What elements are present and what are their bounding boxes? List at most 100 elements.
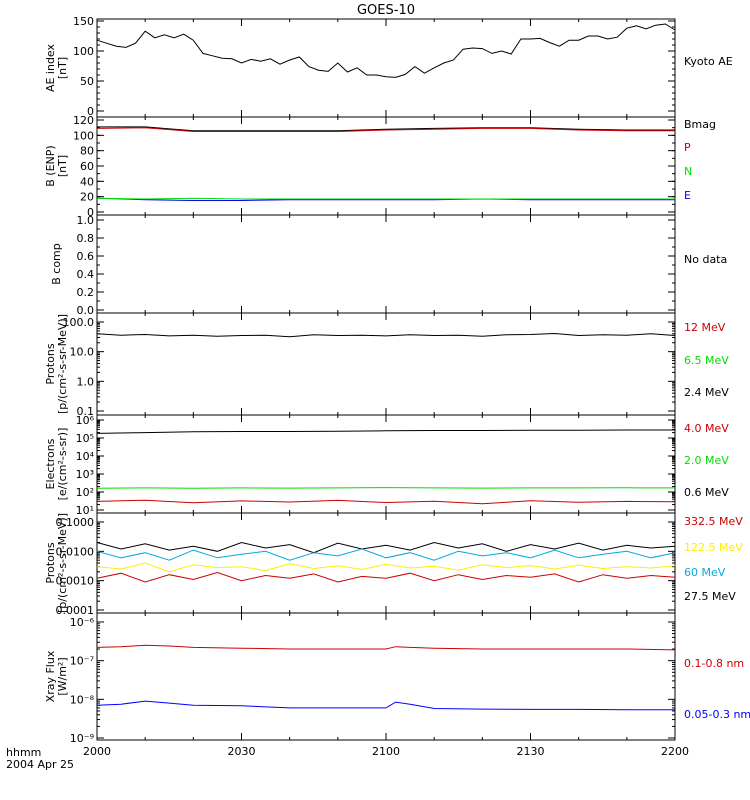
series-0-6-mev xyxy=(96,429,675,434)
y-tick-label: 0 xyxy=(87,105,94,118)
series-0-1-0-8-nm xyxy=(96,644,676,651)
y-tick-label: 20 xyxy=(80,191,94,204)
series-bmag xyxy=(97,126,675,132)
y-tick-label: 60 xyxy=(80,160,94,173)
panel-ae: 0 50 100 150 AE index [nT] Kyoto AE xyxy=(44,15,733,118)
y-axis-label: AE index xyxy=(44,43,57,92)
legend-label: 0.05-0.3 nm xyxy=(684,708,750,721)
panel-electrons: 10¹ 10² 10³ 10⁴ 10⁵ 10⁶ Electrons [e/(cm²-s-sr)… xyxy=(44,414,729,517)
legend-label: Kyoto AE xyxy=(684,55,733,68)
x-tick-label: 2000 xyxy=(83,745,111,758)
series-2-4-mev xyxy=(96,332,676,338)
legend-label: 122.5 MeV xyxy=(684,541,743,554)
legend-label: E xyxy=(684,189,691,202)
legend-label: Bmag xyxy=(684,118,716,131)
y-tick-label: 150 xyxy=(73,15,94,28)
plot-title: GOES-10 xyxy=(357,3,415,18)
legend-label: 27.5 MeV xyxy=(684,590,736,603)
y-tick-label: 10¹ xyxy=(76,504,94,517)
y-axis-label: [nT] xyxy=(56,57,69,79)
y-tick-label: 50 xyxy=(80,75,94,88)
y-tick-label: 40 xyxy=(80,175,94,188)
series-332-5-mev xyxy=(96,571,676,583)
legend-label: 12 MeV xyxy=(684,321,726,334)
panel-bcomp: 0.0 0.2 0.4 0.6 0.8 1.0 B comp No data xyxy=(50,214,727,317)
x-tick-label: 2030 xyxy=(228,745,256,758)
y-tick-label: 0.4 xyxy=(77,268,95,281)
panel-xray: 10⁻⁹ 10⁻⁸ 10⁻⁷ 10⁻⁶ Xray Flux [W/m²] 0.1-0.8 n… xyxy=(44,612,750,745)
y-tick-label: 10⁻⁹ xyxy=(70,732,94,745)
legend-label: 0.6 MeV xyxy=(684,486,729,499)
legend-label: 60 MeV xyxy=(684,566,726,579)
legend-label: 2.4 MeV xyxy=(684,386,729,399)
y-axis-label: Protons xyxy=(44,343,57,384)
x-axis-unit-label: hhmm xyxy=(6,746,41,759)
y-tick-label: 100 xyxy=(73,45,94,58)
y-tick-label: 10⁻⁷ xyxy=(70,655,94,668)
panel-protons_low: 0.1 1.0 10.0 100.0 Protons [p/(cm²-s-sr-MeV)]… xyxy=(44,312,729,418)
panel-frame xyxy=(96,612,676,741)
y-tick-label: 0.0001 xyxy=(56,604,95,617)
series-p xyxy=(96,127,675,132)
y-axis-label: Protons xyxy=(44,542,57,583)
legend-label: 4.0 MeV xyxy=(684,422,729,435)
panel-frame xyxy=(96,214,676,314)
y-axis-label: [p/(cm²-s-sr-MeV)] xyxy=(56,314,69,414)
y-tick-label: 120 xyxy=(73,114,94,127)
x-tick-label: 2200 xyxy=(661,745,689,758)
series-2-0-mev xyxy=(96,487,676,489)
y-tick-label: 10⁶ xyxy=(76,414,95,427)
y-axis-label: [W/m²] xyxy=(56,657,69,695)
y-tick-label: 10.0 xyxy=(70,346,95,359)
y-tick-label: 10⁵ xyxy=(76,432,94,445)
legend-label: N xyxy=(684,165,692,178)
y-tick-label: 0.8 xyxy=(77,232,95,245)
y-tick-label: 10² xyxy=(76,486,94,499)
y-tick-label: 1.0 xyxy=(77,375,95,388)
panel-protons_high: 0.0001 0.0010 0.0100 0.1000 Protons [p/(cm²-s… xyxy=(44,512,743,617)
x-axis-date-label: 2004 Apr 25 xyxy=(6,758,74,771)
y-axis-label: Electrons xyxy=(44,438,57,489)
legend-label: 332.5 MeV xyxy=(684,515,743,528)
y-tick-label: 0.6 xyxy=(77,250,95,263)
y-tick-label: 0.0 xyxy=(77,304,95,317)
y-tick-label: 0.1000 xyxy=(56,516,95,529)
y-tick-label: 0 xyxy=(87,206,94,219)
y-axis-label: Xray Flux xyxy=(44,650,57,702)
y-axis-label: [e/(cm²-s-sr)] xyxy=(56,428,69,501)
y-axis-label: [nT] xyxy=(56,155,69,177)
series-n xyxy=(96,197,675,200)
y-tick-label: 10³ xyxy=(76,468,94,481)
series-122-5-mev xyxy=(96,562,676,573)
legend-label: P xyxy=(684,141,691,154)
y-axis-label: B (ENP) xyxy=(44,145,57,186)
panel-b: 0 20 40 60 80 100 120 B (ENP) [nT] Bmag PNE xyxy=(44,114,716,219)
series-60-mev xyxy=(96,548,676,561)
panel-frame xyxy=(96,512,676,614)
y-tick-label: 80 xyxy=(80,145,94,158)
y-tick-label: 100 xyxy=(73,129,94,142)
legend-label: 2.0 MeV xyxy=(684,454,729,467)
series-kyoto-ae xyxy=(96,23,676,78)
y-tick-label: 10⁴ xyxy=(76,450,95,463)
y-tick-label: 0.0100 xyxy=(56,545,95,558)
y-axis-label: B comp xyxy=(50,243,63,285)
y-tick-label: 100.0 xyxy=(63,316,95,329)
panel-frame xyxy=(96,312,676,416)
y-tick-label: 10⁻⁶ xyxy=(70,616,95,629)
legend-label: 6.5 MeV xyxy=(684,354,729,367)
y-tick-label: 1.0 xyxy=(77,214,95,227)
legend-label: 0.1-0.8 nm xyxy=(684,657,744,670)
x-tick-label: 2130 xyxy=(517,745,545,758)
legend-label: No data xyxy=(684,253,727,266)
series-27-5-mev xyxy=(96,541,676,554)
y-tick-label: 10⁻⁸ xyxy=(70,693,95,706)
y-tick-label: 0.1 xyxy=(77,405,95,418)
series-0-05-0-3-nm xyxy=(96,700,675,711)
y-tick-label: 0.2 xyxy=(77,286,95,299)
y-axis-label: [p/(cm²-s-sr-MeV)] xyxy=(56,513,69,613)
x-tick-label: 2100 xyxy=(372,745,400,758)
y-tick-label: 0.0010 xyxy=(56,575,95,588)
